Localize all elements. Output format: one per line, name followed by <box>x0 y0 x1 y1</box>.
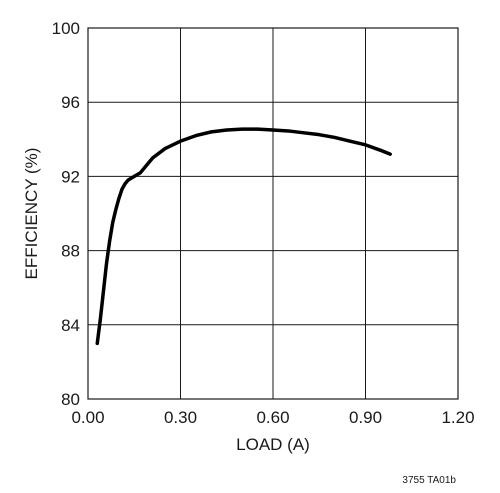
y-tick-label: 92 <box>61 167 80 186</box>
x-tick-label: 1.20 <box>441 408 474 427</box>
y-tick-label: 80 <box>61 390 80 409</box>
x-tick-label: 0.60 <box>256 408 289 427</box>
y-tick-label: 100 <box>52 19 80 38</box>
y-axis-title: EFFICIENCY (%) <box>22 148 41 280</box>
y-tick-label: 88 <box>61 242 80 261</box>
efficiency-curve <box>95 127 392 346</box>
x-axis-title: LOAD (A) <box>236 435 310 454</box>
plot-frame <box>87 27 459 400</box>
y-tick-labels: 80 84 88 92 96 100 <box>52 19 80 409</box>
y-tick-label: 96 <box>61 93 80 112</box>
x-tick-label: 0.00 <box>71 408 104 427</box>
x-tick-label: 0.30 <box>164 408 197 427</box>
y-tick-label: 84 <box>61 316 80 335</box>
x-tick-label: 0.90 <box>349 408 382 427</box>
figure-code: 3755 TA01b <box>402 475 456 486</box>
x-tick-labels: 0.00 0.30 0.60 0.90 1.20 <box>71 408 474 427</box>
grid <box>88 28 458 399</box>
